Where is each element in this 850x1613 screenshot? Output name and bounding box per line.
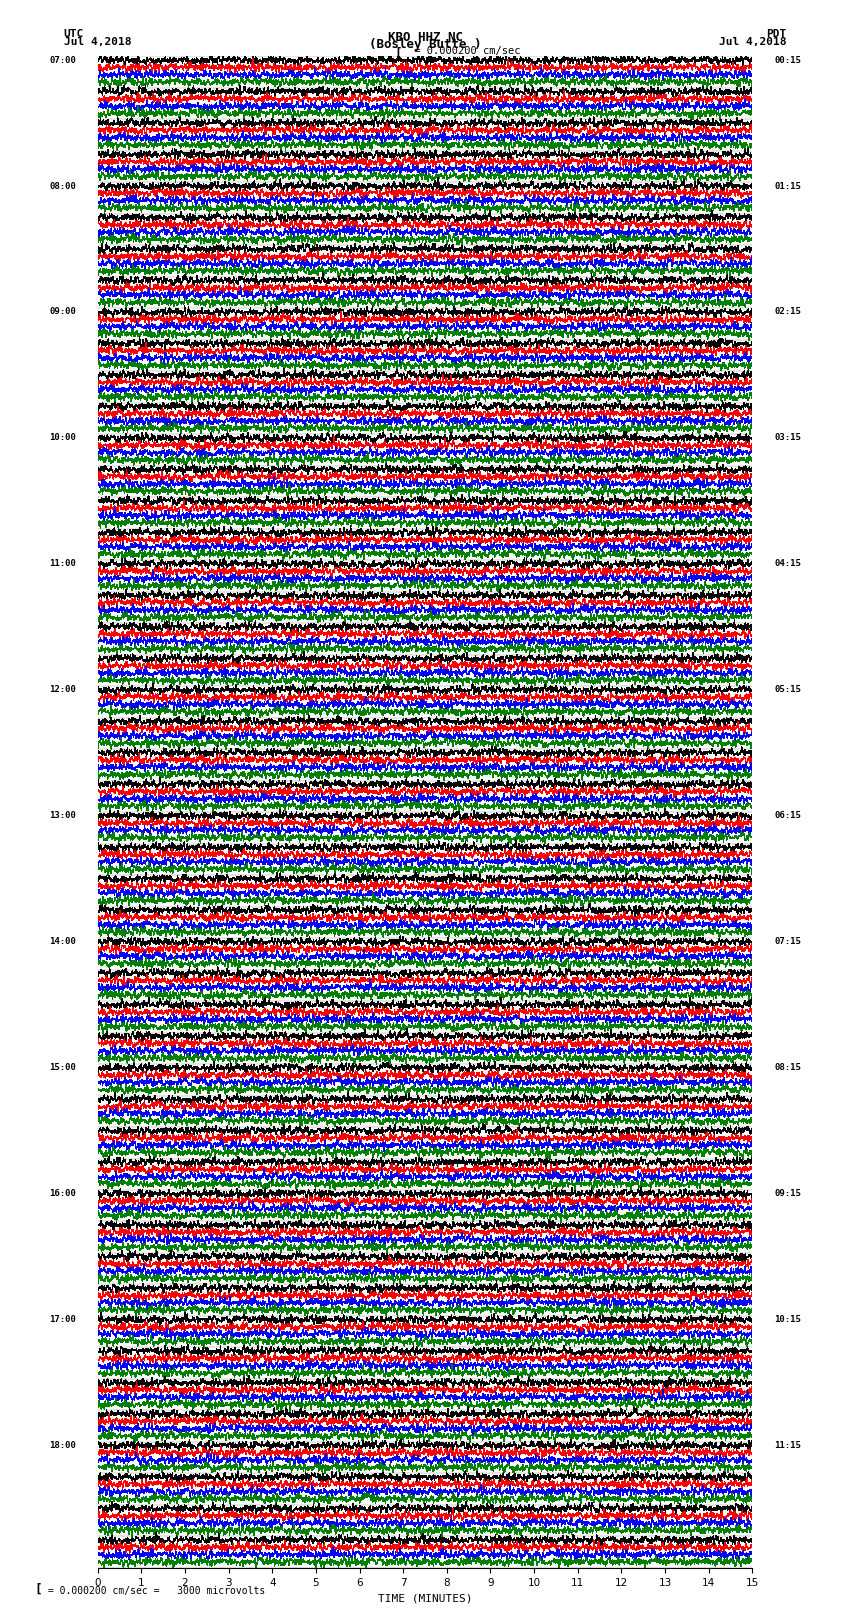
Text: 17:00: 17:00 [49,1315,76,1324]
Text: Jul 4,2018: Jul 4,2018 [64,37,131,47]
Text: 10:00: 10:00 [49,434,76,442]
Text: 08:15: 08:15 [774,1063,801,1073]
Text: 11:00: 11:00 [49,560,76,568]
Text: 12:00: 12:00 [49,686,76,694]
Text: 05:15: 05:15 [774,686,801,694]
Text: 09:15: 09:15 [774,1189,801,1198]
Text: 01:15: 01:15 [774,182,801,190]
Text: 16:00: 16:00 [49,1189,76,1198]
Text: PDT: PDT [766,29,786,39]
Text: 14:00: 14:00 [49,937,76,947]
Text: [: [ [34,1582,42,1597]
Text: [: [ [394,47,401,60]
Text: (Bosley Butte ): (Bosley Butte ) [369,39,481,52]
X-axis label: TIME (MINUTES): TIME (MINUTES) [377,1594,473,1603]
Text: = 0.000200 cm/sec: = 0.000200 cm/sec [408,47,520,56]
Text: 13:00: 13:00 [49,811,76,821]
Text: 04:15: 04:15 [774,560,801,568]
Text: 18:00: 18:00 [49,1440,76,1450]
Text: = 0.000200 cm/sec =   3000 microvolts: = 0.000200 cm/sec = 3000 microvolts [42,1586,266,1597]
Text: 07:15: 07:15 [774,937,801,947]
Text: 00:15: 00:15 [774,55,801,65]
Text: UTC: UTC [64,29,84,39]
Text: 06:15: 06:15 [774,811,801,821]
Text: 02:15: 02:15 [774,308,801,316]
Text: 08:00: 08:00 [49,182,76,190]
Text: 03:15: 03:15 [774,434,801,442]
Text: 09:00: 09:00 [49,308,76,316]
Text: 15:00: 15:00 [49,1063,76,1073]
Text: Jul 4,2018: Jul 4,2018 [719,37,786,47]
Text: KBO HHZ NC: KBO HHZ NC [388,31,462,44]
Text: 11:15: 11:15 [774,1440,801,1450]
Text: 07:00: 07:00 [49,55,76,65]
Text: 10:15: 10:15 [774,1315,801,1324]
